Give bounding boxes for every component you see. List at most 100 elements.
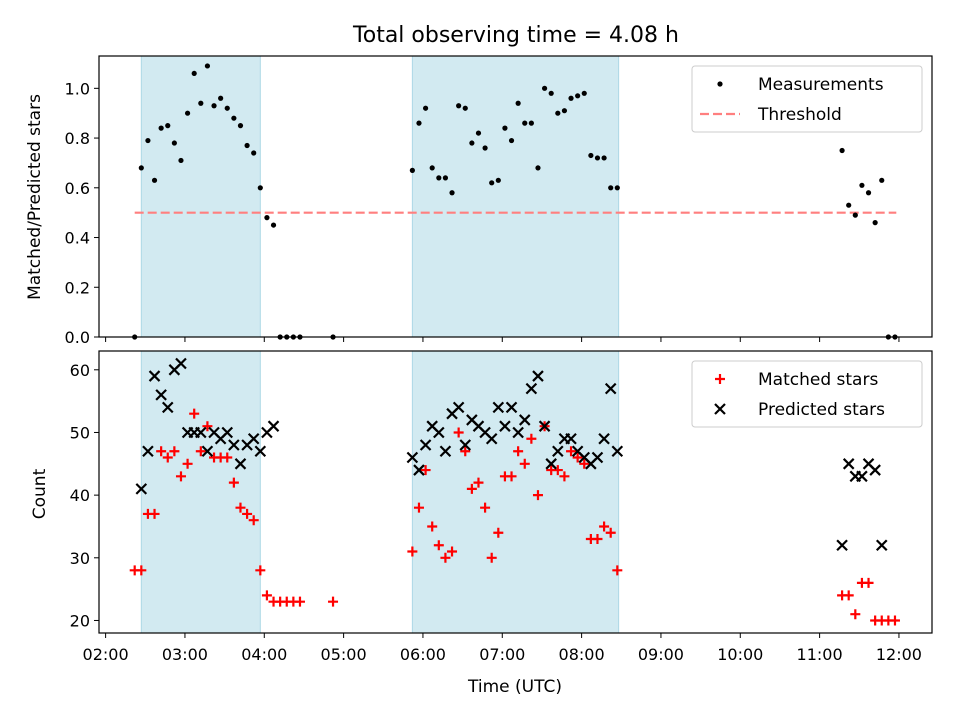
measurement-point [852,212,858,218]
axes-frame [98,55,933,338]
matched-star-point [532,490,543,501]
legend-marker-measurements [717,81,723,87]
x-tick-label: 05:00 [321,645,367,664]
measurement-point [224,105,230,111]
matched-star-point [202,421,213,432]
predicted-star-point [538,420,551,432]
matched-star-point [447,546,458,557]
predicted-star-point [512,426,524,439]
predicted-star-point [221,426,234,439]
matched-star-point [889,615,900,626]
predicted-star-point [842,458,855,470]
predicted-star-point [604,382,617,395]
measurement-point [204,63,211,69]
measurement-point [264,215,270,221]
predicted-star-point [611,445,624,458]
measurement-point [614,185,620,191]
measurement-point [859,182,865,188]
measurement-point [548,90,554,96]
x-tick-label: 04:00 [241,645,287,664]
matched-star-point [261,590,272,601]
legend-box [691,65,923,133]
measurement-point [489,180,495,186]
predicted-star-point [439,445,452,458]
x-tick-label: 11:00 [797,645,843,664]
x-tick-label: 03:00 [162,645,208,664]
predicted-star-point [552,445,564,458]
measurement-point [588,152,594,159]
measurement-point [475,130,482,136]
predicted-star-point [565,432,577,445]
predicted-star-point [875,539,888,552]
measurement-point [251,150,257,156]
chart-title: Total observing time = 4.08 h [352,23,679,48]
top-y-axis-label: Matched/Predicted stars [25,94,45,300]
matched-star-point [572,452,583,463]
x-tick-label: 12:00 [876,645,922,664]
predicted-star-point [499,420,511,432]
matched-star-point [612,565,623,576]
predicted-star-point [518,414,531,426]
y-tick-label: 50 [70,423,90,442]
predicted-star-point [406,451,419,464]
legend: Measurements Threshold [691,65,923,133]
matched-star-point [175,471,186,482]
measurement-point [541,85,548,91]
y-tick-label: 0.6 [65,179,90,198]
predicted-star-point [836,539,848,552]
predicted-star-point [869,464,881,476]
measurement-point [865,190,872,196]
y-tick-label: 0.0 [65,328,90,347]
measurement-point [138,165,144,171]
measurement-point [449,190,455,196]
legend-label: Matched stars [758,370,878,390]
predicted-star-point [492,401,505,414]
predicted-star-point [267,420,280,432]
measurement-point [409,167,415,173]
y-tick-label: 1.0 [65,79,90,98]
predicted-star-point [525,382,538,395]
measurement-point [469,140,475,146]
measurement-point [171,140,177,146]
measurement-point [436,175,442,181]
predicted-star-point [419,439,432,451]
measurement-point [879,177,885,183]
matched-star-point [480,502,491,513]
predicted-star-point [228,439,240,451]
measurement-point [495,177,501,183]
matched-star-point [228,477,239,488]
matched-star-point [605,527,616,538]
measurement-point [158,125,164,131]
matched-star-point [413,502,424,513]
legend: Matched stars Predicted stars [691,360,923,428]
matched-star-point [427,521,438,532]
predicted-star-point [175,357,187,370]
measurement-point [575,93,581,99]
bottom-panel: 20 30 40 50 60 02:00 03:00 04:00 05:00 06:00 07:00… [70,350,933,664]
predicted-star-point [135,483,148,495]
y-tick-label: 0.8 [65,129,90,148]
x-axis-label: Time (UTC) [467,677,562,697]
axes-frame [98,350,933,634]
matched-star-point [466,483,477,494]
matched-star-point [222,452,233,463]
observing-window-shade [412,56,619,337]
matched-star-point [513,446,524,457]
matched-star-point [242,508,253,519]
matched-star-point [149,508,160,519]
predicted-star-point [195,426,207,439]
measurement-point [145,137,151,144]
measurement-point [151,177,158,183]
measurement-point [515,100,521,106]
top-panel: 0.0 0.2 0.4 0.6 0.8 1.0 Measurements Threshold [65,55,933,347]
measurement-point [568,95,574,101]
measurement-point [257,185,263,191]
matched-star-point [559,471,570,482]
matched-star-point [592,534,603,544]
matched-star-point [189,408,200,419]
matched-star-point [162,452,173,463]
y-tick-label: 20 [70,611,90,630]
measurement-point [198,100,204,106]
measurement-point [561,108,568,114]
